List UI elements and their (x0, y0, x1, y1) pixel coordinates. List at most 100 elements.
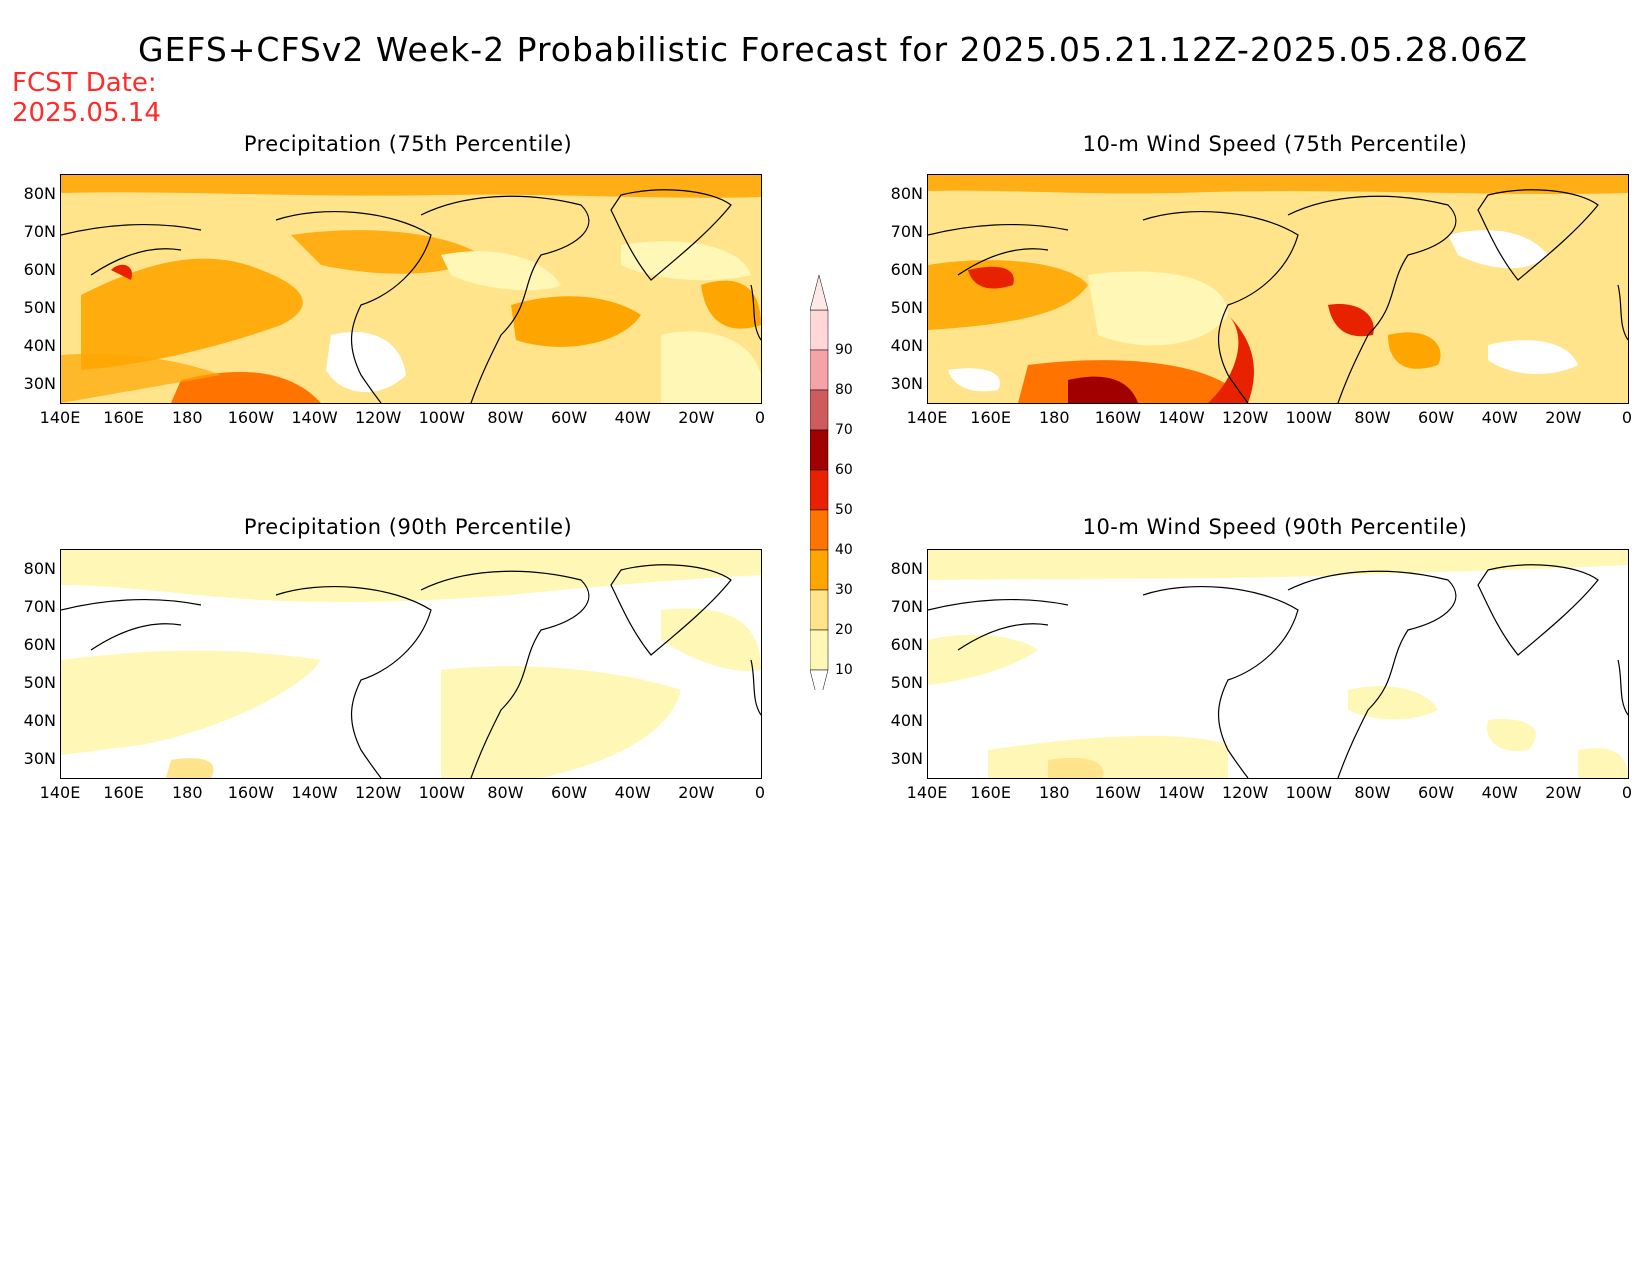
colorbar-level-label: 70 (835, 422, 853, 438)
lat-tick-label: 30N (23, 374, 56, 393)
colorbar-swatch (810, 549, 829, 591)
lon-tick-label: 40W (1481, 408, 1518, 427)
lon-tick-label: 180 (1038, 783, 1070, 802)
lat-tick-label: 60N (890, 260, 923, 279)
lon-tick-label: 140E (906, 783, 948, 802)
colorbar-swatch (810, 629, 829, 671)
lat-tick-label: 70N (23, 222, 56, 241)
colorbar-level-label: 90 (835, 342, 853, 358)
colorbar-swatch (810, 349, 829, 391)
lon-tick-label: 120W (1221, 408, 1269, 427)
colorbar-level-label: 20 (835, 622, 853, 638)
lat-tick-label: 60N (23, 635, 56, 654)
lon-tick-label: 160W (1094, 783, 1142, 802)
lat-tick-label: 80N (23, 184, 56, 203)
lat-tick-label: 50N (890, 298, 923, 317)
lon-tick-label: 140E (39, 408, 81, 427)
lon-tick-label: 0 (754, 783, 766, 802)
lon-tick-label: 0 (754, 408, 766, 427)
lon-tick-label: 100W (1285, 408, 1332, 427)
lon-tick-label: 0 (1621, 783, 1633, 802)
lat-tick-label: 40N (23, 336, 56, 355)
colorbar-top-arrow (810, 274, 829, 311)
lat-tick-label: 50N (23, 673, 56, 692)
colorbar-level-label: 30 (835, 582, 853, 598)
lon-tick-label: 60W (550, 783, 588, 802)
panel-title-wind-75: 10-m Wind Speed (75th Percentile) (1082, 132, 1468, 156)
map-wind-90-svg (928, 550, 1628, 778)
colorbar-level-label: 40 (835, 542, 853, 558)
lat-tick-label: 80N (23, 559, 56, 578)
fcst-date-value: 2025.05.14 (12, 98, 161, 128)
panel-title-precip-75: Precipitation (75th Percentile) (243, 132, 573, 156)
lat-tick-label: 30N (890, 374, 923, 393)
lat-tick-label: 30N (890, 749, 923, 768)
map-wind-75-svg (928, 175, 1628, 403)
lon-tick-label: 140W (291, 408, 338, 427)
map-wind-90 (927, 549, 1629, 779)
lon-tick-label: 80W (1354, 408, 1391, 427)
lon-tick-label: 140W (1158, 408, 1205, 427)
lat-tick-label: 40N (23, 711, 56, 730)
lat-tick-label: 70N (890, 222, 923, 241)
lon-tick-label: 40W (1481, 783, 1518, 802)
lat-tick-label: 80N (890, 559, 923, 578)
lon-tick-label: 140E (906, 408, 948, 427)
lon-tick-label: 20W (1545, 783, 1582, 802)
map-precip-75-svg (61, 175, 761, 403)
lon-tick-label: 120W (354, 783, 402, 802)
lon-tick-label: 160W (227, 783, 275, 802)
lon-tick-label: 20W (1545, 408, 1582, 427)
panel-title-wind-90: 10-m Wind Speed (90th Percentile) (1082, 515, 1468, 539)
lon-tick-label: 60W (550, 408, 588, 427)
colorbar-swatch (810, 509, 829, 551)
lon-tick-label: 180 (171, 783, 203, 802)
colorbar-bottom-arrow (810, 669, 829, 690)
fcst-date: FCST Date: 2025.05.14 (12, 68, 161, 128)
lon-tick-label: 160W (1094, 408, 1142, 427)
lon-tick-label: 0 (1621, 408, 1633, 427)
lon-tick-label: 160W (227, 408, 275, 427)
map-precip-90-svg (61, 550, 761, 778)
lon-tick-label: 60W (1417, 783, 1455, 802)
colorbar-level-label: 10 (835, 662, 853, 678)
lon-tick-label: 40W (614, 783, 651, 802)
lon-tick-label: 100W (1285, 783, 1332, 802)
lon-tick-label: 100W (418, 408, 465, 427)
lon-tick-label: 120W (1221, 783, 1269, 802)
main-title: GEFS+CFSv2 Week-2 Probabilistic Forecast… (138, 30, 1528, 69)
fcst-date-label: FCST Date: (12, 68, 157, 98)
lat-tick-label: 80N (890, 184, 923, 203)
colorbar-swatch (810, 389, 829, 431)
lon-tick-label: 140W (291, 783, 338, 802)
lon-tick-label: 80W (487, 783, 524, 802)
lon-tick-label: 180 (1038, 408, 1070, 427)
map-wind-75 (927, 174, 1629, 404)
lon-tick-label: 160E (103, 783, 144, 802)
colorbar-level-label: 60 (835, 462, 853, 478)
lon-tick-label: 160E (103, 408, 144, 427)
lat-tick-label: 70N (890, 597, 923, 616)
lon-tick-label: 100W (418, 783, 465, 802)
lon-tick-label: 160E (970, 408, 1011, 427)
map-precip-90 (60, 549, 762, 779)
lat-tick-label: 30N (23, 749, 56, 768)
lon-tick-label: 140W (1158, 783, 1205, 802)
lon-tick-label: 140E (39, 783, 81, 802)
lon-tick-label: 80W (487, 408, 524, 427)
colorbar-swatch (810, 469, 829, 511)
lat-tick-label: 60N (23, 260, 56, 279)
colorbar-swatch (810, 589, 829, 631)
lon-tick-label: 160E (970, 783, 1011, 802)
colorbar-swatch (810, 309, 829, 351)
lat-tick-label: 40N (890, 711, 923, 730)
lon-tick-label: 40W (614, 408, 651, 427)
lon-tick-label: 20W (678, 783, 715, 802)
colorbar-level-label: 80 (835, 382, 853, 398)
lat-tick-label: 60N (890, 635, 923, 654)
lat-tick-label: 50N (890, 673, 923, 692)
colorbar-swatch (810, 429, 829, 471)
lon-tick-label: 80W (1354, 783, 1391, 802)
lat-tick-label: 40N (890, 336, 923, 355)
lat-tick-label: 50N (23, 298, 56, 317)
